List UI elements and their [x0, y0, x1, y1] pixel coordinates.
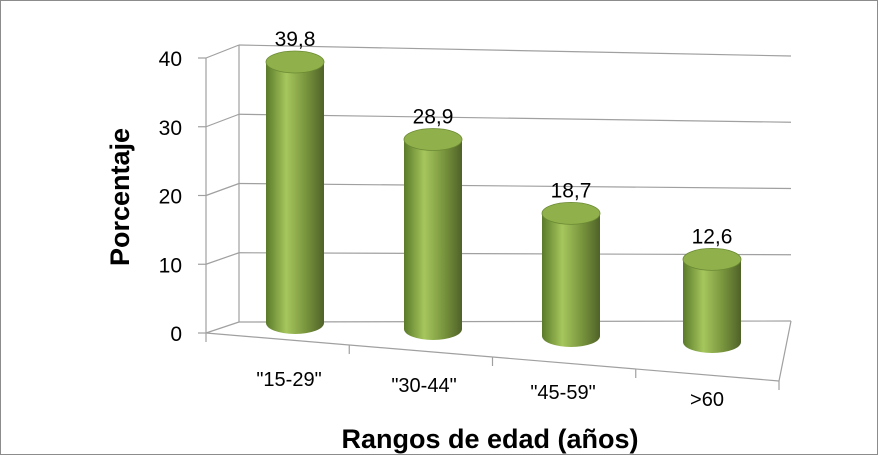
- y-axis-title: Porcentaje: [105, 128, 135, 266]
- floor-right-edge: [778, 320, 792, 382]
- category-label: >60: [690, 389, 724, 411]
- gridline-left: [205, 44, 240, 59]
- data-label: 28,9: [413, 105, 454, 128]
- bar: [682, 247, 742, 353]
- gridline-left: [205, 113, 240, 128]
- bar-body: [266, 62, 324, 334]
- y-tick-label: 10: [159, 254, 182, 277]
- data-label: 39,8: [275, 28, 316, 51]
- bar-body: [542, 213, 600, 347]
- bar: [541, 201, 601, 347]
- gridline-left: [205, 252, 240, 265]
- category-labels: "15-29" "30-44" "45-59" >60: [256, 369, 724, 411]
- category-label: "45-59": [530, 382, 595, 404]
- data-label: 18,7: [551, 179, 592, 202]
- bar-top: [541, 201, 601, 225]
- y-tick-label: 0: [170, 323, 182, 346]
- data-labels: 39,8 28,9 18,7 12,6: [275, 28, 733, 248]
- bar-body: [404, 139, 462, 340]
- bar-top: [403, 128, 463, 151]
- bar-body: [683, 259, 741, 353]
- y-tick-label: 40: [159, 48, 182, 71]
- category-label: "30-44": [391, 375, 456, 397]
- axes: [198, 45, 792, 390]
- gridline: [238, 44, 792, 57]
- y-tick-labels: 0 10 20 30 40: [159, 48, 182, 346]
- gridline-left: [205, 182, 240, 197]
- gridline: [238, 113, 792, 123]
- bar-top: [265, 50, 325, 74]
- x-axis-title: Rangos de edad (años): [341, 424, 638, 454]
- bar: [265, 50, 325, 334]
- y-tick-label: 30: [159, 117, 182, 140]
- bars: [265, 50, 742, 353]
- data-label: 12,6: [692, 225, 733, 248]
- y-tick-label: 20: [159, 186, 182, 209]
- bar: [403, 128, 463, 340]
- category-label: "15-29": [256, 369, 321, 391]
- bar-top: [682, 247, 742, 271]
- gridline-left: [205, 321, 240, 334]
- gridline: [238, 182, 792, 190]
